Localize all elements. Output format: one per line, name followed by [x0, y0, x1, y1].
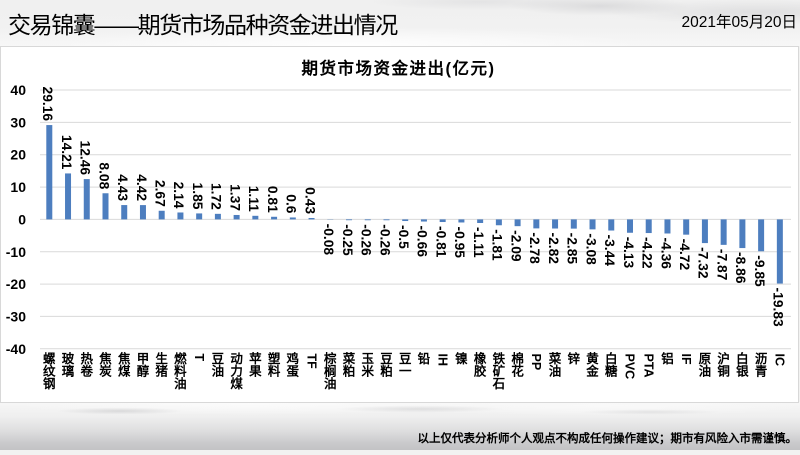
svg-text:油: 油: [324, 376, 337, 391]
svg-text:-9.85: -9.85: [752, 255, 767, 287]
svg-text:0: 0: [18, 211, 26, 227]
svg-text:IC: IC: [773, 354, 787, 367]
svg-text:粕: 粕: [343, 364, 356, 379]
svg-text:TF: TF: [304, 354, 318, 370]
svg-text:-0.26: -0.26: [377, 224, 392, 256]
svg-text:铅: 铅: [417, 351, 431, 366]
svg-text:镍: 镍: [455, 351, 468, 366]
svg-text:-1.81: -1.81: [490, 229, 505, 261]
svg-text:料: 料: [268, 364, 281, 379]
svg-text:-19.83: -19.83: [771, 288, 786, 327]
svg-text:铜: 铜: [717, 364, 730, 379]
svg-text:1.37: 1.37: [227, 184, 242, 211]
svg-text:0.81: 0.81: [265, 186, 280, 213]
svg-text:-0.95: -0.95: [452, 226, 467, 258]
svg-text:-1.11: -1.11: [471, 227, 486, 258]
svg-text:-3.44: -3.44: [602, 235, 617, 267]
svg-text:银: 银: [736, 364, 749, 379]
svg-text:铝: 铝: [661, 351, 674, 366]
svg-text:-0.08: -0.08: [321, 224, 336, 256]
svg-text:-7.87: -7.87: [714, 249, 729, 281]
svg-text:-7.32: -7.32: [696, 247, 711, 279]
svg-text:粕: 粕: [380, 364, 393, 379]
svg-text:醇: 醇: [137, 364, 150, 379]
svg-text:20: 20: [10, 147, 26, 163]
svg-text:0.43: 0.43: [302, 187, 317, 214]
svg-text:1.11: 1.11: [246, 186, 261, 212]
svg-text:胶: 胶: [474, 364, 487, 379]
svg-text:-10: -10: [6, 244, 26, 260]
svg-text:锌: 锌: [568, 351, 581, 366]
svg-text:-4.36: -4.36: [658, 238, 673, 270]
svg-text:10: 10: [10, 179, 26, 195]
svg-text:-0.5: -0.5: [396, 225, 411, 249]
svg-text:花: 花: [511, 364, 524, 379]
svg-text:蛋: 蛋: [287, 365, 300, 379]
svg-text:石: 石: [492, 377, 506, 391]
svg-text:-0.81: -0.81: [433, 226, 448, 258]
svg-text:4.43: 4.43: [115, 174, 130, 201]
svg-text:油: 油: [212, 364, 225, 379]
svg-text:40: 40: [10, 82, 26, 98]
svg-text:PP: PP: [529, 354, 543, 371]
svg-text:1.85: 1.85: [190, 183, 205, 210]
svg-text:-20: -20: [6, 276, 26, 292]
svg-text:0.6: 0.6: [284, 194, 299, 214]
svg-text:油: 油: [699, 364, 712, 379]
svg-text:-2.82: -2.82: [546, 233, 561, 265]
svg-text:炭: 炭: [99, 364, 112, 379]
svg-text:8.08: 8.08: [96, 162, 111, 189]
svg-text:米: 米: [360, 364, 374, 379]
svg-text:果: 果: [248, 365, 262, 379]
svg-text:青: 青: [755, 364, 768, 379]
svg-text:2.67: 2.67: [152, 180, 167, 207]
svg-text:T: T: [192, 354, 206, 362]
svg-text:-4.22: -4.22: [640, 237, 655, 269]
svg-text:PVC: PVC: [623, 354, 637, 380]
svg-text:煤: 煤: [230, 376, 243, 391]
svg-text:IF: IF: [679, 354, 693, 365]
svg-text:-40: -40: [6, 341, 26, 357]
svg-text:4.42: 4.42: [134, 174, 149, 201]
svg-text:-0.26: -0.26: [359, 224, 374, 256]
svg-text:钢: 钢: [43, 376, 56, 391]
svg-text:-2.85: -2.85: [565, 233, 580, 265]
svg-text:煤: 煤: [118, 364, 131, 379]
svg-text:油: 油: [549, 364, 562, 379]
svg-text:-3.08: -3.08: [583, 233, 598, 265]
svg-text:2.14: 2.14: [171, 182, 186, 209]
svg-text:璃: 璃: [62, 364, 75, 379]
svg-text:-8.86: -8.86: [733, 252, 748, 284]
svg-text:-0.25: -0.25: [340, 224, 355, 256]
svg-text:-4.72: -4.72: [677, 239, 692, 271]
svg-text:-0.66: -0.66: [415, 226, 430, 258]
svg-text:卷: 卷: [80, 364, 94, 379]
svg-text:-2.09: -2.09: [508, 230, 523, 262]
svg-text:1.72: 1.72: [209, 183, 224, 210]
svg-text:猪: 猪: [154, 364, 168, 379]
svg-text:-4.13: -4.13: [621, 237, 636, 269]
svg-text:糖: 糖: [605, 364, 618, 379]
svg-text:油: 油: [174, 376, 187, 391]
svg-text:一: 一: [399, 365, 412, 379]
svg-text:29.16: 29.16: [40, 87, 55, 122]
svg-text:-2.78: -2.78: [527, 232, 542, 264]
svg-text:12.46: 12.46: [78, 141, 93, 176]
svg-text:IH: IH: [435, 354, 449, 367]
svg-text:PTA: PTA: [641, 354, 655, 378]
svg-text:30: 30: [10, 114, 26, 130]
svg-text:14.21: 14.21: [59, 135, 74, 170]
svg-text:金: 金: [585, 364, 599, 379]
svg-text:-30: -30: [6, 308, 26, 324]
